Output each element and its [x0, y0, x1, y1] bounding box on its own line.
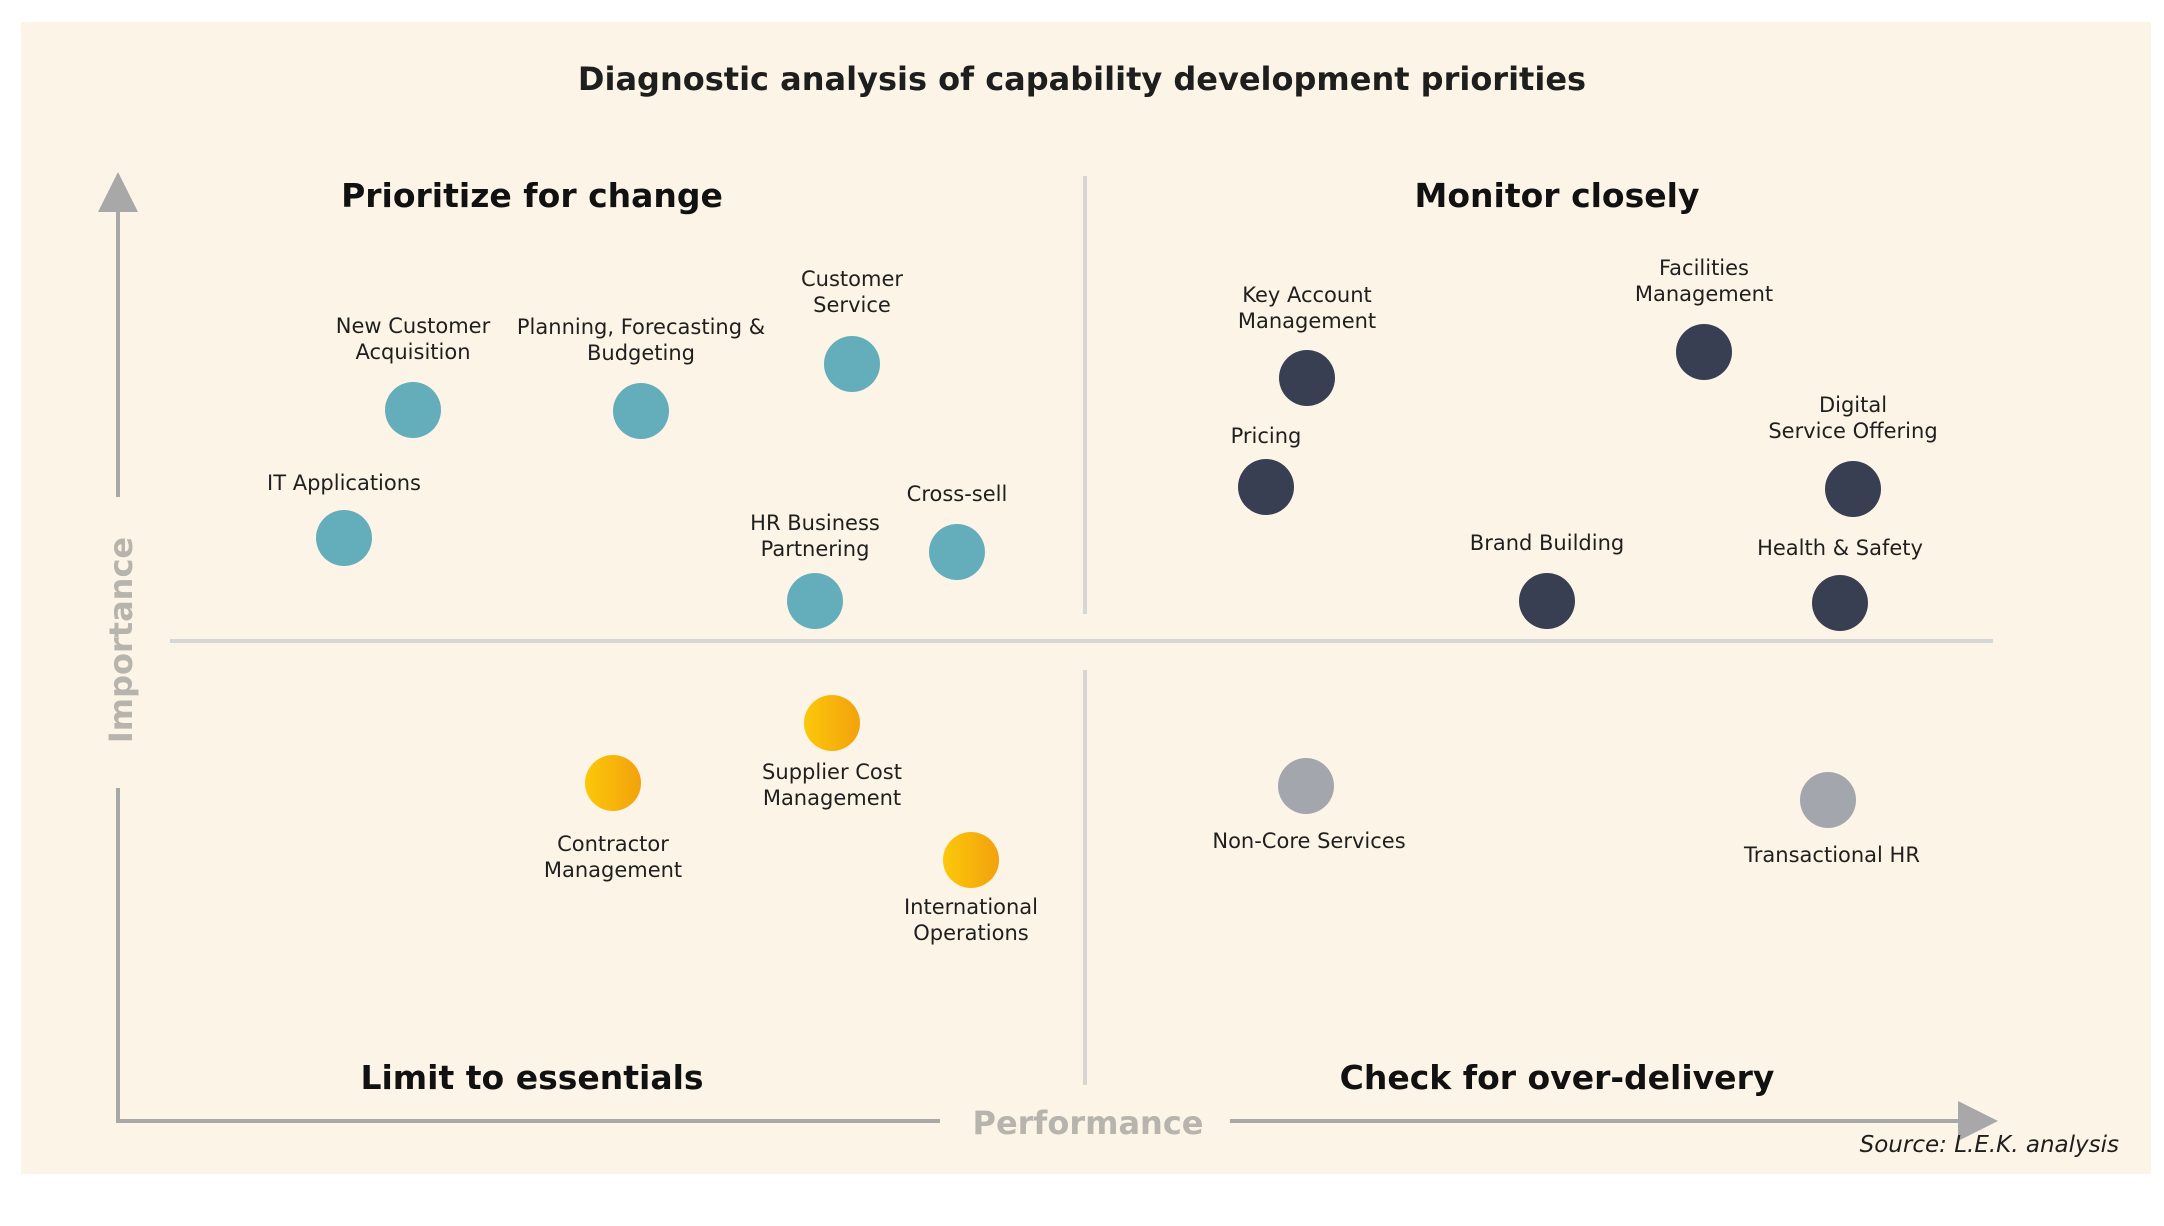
label-pricing: Pricing: [1230, 424, 1302, 448]
capability-dot: [1676, 324, 1732, 380]
capability-dot: [824, 336, 880, 392]
capability-dot: [316, 510, 372, 566]
quadrant-label-prioritize: Prioritize for change: [341, 176, 723, 215]
label-hr-business-partnering: HR Business Partnering: [750, 511, 880, 561]
capability-dot: [1278, 758, 1334, 814]
label-key-account-management: Key Account Management: [1237, 283, 1377, 333]
source-note: Source: L.E.K. analysis: [1859, 1132, 2119, 1158]
label-non-core-services: Non-Core Services: [1212, 829, 1406, 853]
x-axis-label: Performance: [972, 1104, 1204, 1142]
capability-dot: [1279, 350, 1335, 406]
label-facilities-management: Facilities Management: [1634, 256, 1774, 306]
label-it-applications: IT Applications: [267, 471, 421, 495]
y-axis-label: Importance: [102, 536, 140, 744]
label-brand-building: Brand Building: [1469, 531, 1625, 555]
capability-dot: [585, 755, 641, 811]
quadrant-label-monitor: Monitor closely: [1414, 176, 1700, 215]
capability-dot: [1800, 772, 1856, 828]
capability-dot: [385, 382, 441, 438]
quadrant-label-check: Check for over-delivery: [1339, 1058, 1775, 1097]
chart-title: Diagnostic analysis of capability develo…: [577, 60, 1587, 98]
capability-dots: [316, 324, 1881, 888]
label-contractor-management: Contractor Management: [543, 832, 683, 882]
capability-dot: [1812, 575, 1868, 631]
label-health-safety: Health & Safety: [1757, 536, 1923, 560]
label-customer-service: Customer Service: [800, 267, 904, 317]
label-international-operations: International Operations: [903, 895, 1039, 945]
capability-dot: [929, 524, 985, 580]
capability-dot: [1519, 573, 1575, 629]
capability-dot: [613, 383, 669, 439]
quadrant-label-limit: Limit to essentials: [360, 1058, 704, 1097]
label-transactional-hr: Transactional HR: [1744, 843, 1920, 867]
label-cross-sell: Cross-sell: [906, 482, 1008, 506]
capability-dot: [943, 832, 999, 888]
capability-dot: [1238, 459, 1294, 515]
label-supplier-cost-management: Supplier Cost Management: [762, 760, 902, 810]
label-new-customer-acquisition: New Customer Acquisition: [335, 314, 491, 364]
capability-dot: [787, 573, 843, 629]
label-digital-service-offering: Digital Service Offering: [1768, 393, 1938, 443]
label-planning-forecasting-budgeting: Planning, Forecasting & Budgeting: [516, 315, 766, 365]
capability-dot: [1825, 461, 1881, 517]
capability-dot: [804, 695, 860, 751]
